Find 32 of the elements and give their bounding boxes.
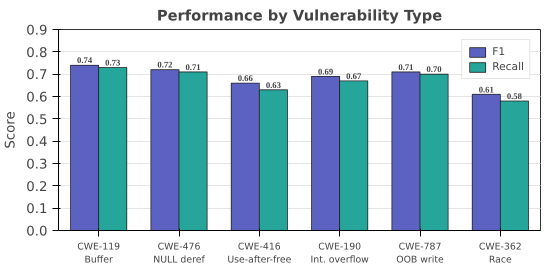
y-tick-label: 0.5 <box>26 112 48 128</box>
y-tick-label: 0.9 <box>26 24 48 38</box>
y-tick-label: 0.8 <box>26 46 48 61</box>
x-tick-label: CWE-362 Race <box>478 242 522 266</box>
data-label: 0.74 <box>77 55 93 66</box>
x-tick-label: CWE-416 Use-after-free <box>227 242 292 266</box>
y-tick-label: 0.4 <box>26 135 48 150</box>
y-axis-title: Score <box>3 111 18 149</box>
legend-label: Recall <box>492 60 524 73</box>
data-label: 0.61 <box>478 84 494 94</box>
data-label: 0.70 <box>426 64 442 74</box>
x-tick-label: CWE-119 Buffer <box>77 242 120 266</box>
data-label: 0.73 <box>105 57 121 68</box>
data-label: 0.63 <box>266 80 282 90</box>
chart-title: Performance by Vulnerability Type <box>156 8 442 24</box>
data-label: 0.72 <box>157 60 173 70</box>
data-label: 0.71 <box>398 62 414 72</box>
legend-label: F1 <box>492 45 506 58</box>
data-label: 0.71 <box>185 62 201 72</box>
data-label: 0.66 <box>238 73 254 84</box>
y-tick-label: 0.1 <box>26 202 48 218</box>
data-label: 0.58 <box>506 90 523 101</box>
x-tick-label: CWE-476 NULL deref <box>153 242 206 266</box>
y-tick-label: 0.7 <box>26 68 48 84</box>
y-tick-label: 0.0 <box>26 224 48 240</box>
data-label: 0.69 <box>318 66 334 76</box>
y-tick-label: 0.2 <box>26 180 48 195</box>
y-tick-label: 0.6 <box>26 90 48 106</box>
x-tick-label: CWE-190 Int. overflow <box>310 242 370 266</box>
x-tick-label: CWE-787 OOB write <box>396 242 444 266</box>
data-label: 0.67 <box>346 70 362 81</box>
y-tick-label: 0.3 <box>26 158 48 172</box>
